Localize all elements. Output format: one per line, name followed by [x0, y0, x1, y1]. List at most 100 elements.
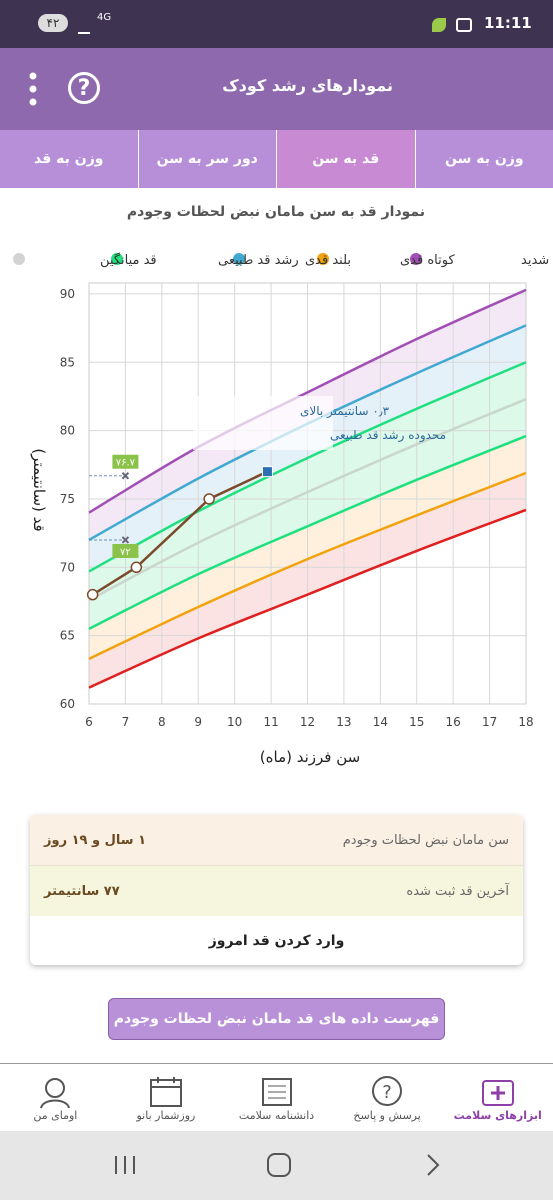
x-tick-label: 7	[122, 715, 130, 729]
x-tick-label: 14	[373, 715, 388, 729]
legend-label: قد میانگین	[100, 252, 157, 268]
legend-label: رشد قد طبیعی	[218, 253, 299, 268]
y-tick-label: 75	[60, 492, 75, 506]
nav-icon	[149, 1077, 182, 1107]
nav-icon	[261, 1078, 292, 1106]
annotation: محدوده رشد قد طبیعی	[330, 428, 446, 443]
growth-curve	[88, 471, 527, 661]
info-row: آخرین قد ثبت شده ۷۷ سانتیمتر	[30, 865, 523, 916]
chart-title: نمودار قد به سن مامان نبض لحظات وجودم	[127, 204, 425, 220]
marker-tag	[112, 454, 139, 469]
app-header: نمودارهای رشد کودک ?	[0, 48, 553, 130]
marker-cross	[121, 472, 130, 480]
info-label: آخرین قد ثبت شده	[406, 883, 509, 899]
nav-item[interactable]: دانشنامه سلامت	[221, 1064, 332, 1132]
growth-curve	[88, 434, 527, 630]
y-tick-label: 80	[60, 424, 75, 438]
tab-bar: وزن به سن قد به سن دور سر به سن وزن به ق…	[0, 130, 553, 188]
nav-label: روزشمار بانو	[136, 1109, 196, 1122]
child-point-latest	[261, 466, 273, 478]
annotation-box	[193, 396, 333, 450]
y-tick-label: 60	[60, 697, 75, 711]
tab[interactable]: دور سر به سن	[137, 130, 277, 188]
plot-frame	[88, 282, 527, 705]
nav-item[interactable]: ? پرسش و پاسخ	[332, 1064, 443, 1132]
info-value: ۷۷ سانتیمتر	[44, 883, 120, 899]
legend-label: بلند قدی	[305, 253, 351, 268]
x-tick-label: 11	[263, 715, 278, 729]
network: 4G	[97, 12, 112, 23]
child-line	[91, 470, 268, 596]
x-axis-label: سن فرزند (ماه)	[260, 748, 360, 766]
enter-height-button[interactable]: وارد کردن قد امروز	[30, 916, 523, 965]
nav-icon: ?	[372, 1076, 403, 1106]
legend-label: کوتاه قدی	[400, 253, 455, 268]
x-tick-label: 18	[518, 715, 533, 729]
x-tick-label: 12	[300, 715, 315, 729]
y-tick-label: 85	[60, 355, 75, 369]
nav-icon	[481, 1080, 514, 1106]
growth-curve	[88, 361, 527, 573]
help-button[interactable]: ?	[68, 72, 100, 104]
tab-selected[interactable]: قد به سن	[276, 130, 415, 188]
nav-label: اومای من	[33, 1109, 78, 1122]
marker-label: ۷۶.۷	[116, 458, 136, 469]
x-tick-label: 15	[409, 715, 424, 729]
signal	[78, 20, 90, 34]
system-nav	[0, 1131, 553, 1200]
nav-item[interactable]: اومای من	[0, 1064, 111, 1132]
tab[interactable]: وزن به سن	[414, 130, 553, 188]
y-tick-label: 65	[60, 629, 75, 643]
header-title: نمودارهای رشد کودک	[222, 76, 393, 95]
x-tick-label: 8	[158, 715, 166, 729]
list-button[interactable]: فهرست داده های قد مامان نبض لحظات وجودم	[108, 998, 445, 1040]
growth-curve	[88, 398, 527, 602]
legend-swatch	[111, 253, 123, 265]
x-tick-label: 17	[482, 715, 497, 729]
status-bar: ۴۲ 4G 11:11	[0, 0, 553, 48]
bottom-nav: ابزارهای سلامت ? پرسش و پاسخ دانشنامه سلا…	[0, 1063, 553, 1132]
legend-label: بلند قدی شدید	[521, 253, 553, 268]
nav-label: پرسش و پاسخ	[353, 1109, 421, 1122]
legend-swatch	[13, 253, 25, 265]
nav-item[interactable]: روزشمار بانو	[111, 1064, 222, 1132]
child-point	[86, 588, 99, 601]
child-point	[130, 561, 143, 574]
x-tick-label: 10	[227, 715, 242, 729]
y-tick-label: 90	[60, 287, 75, 301]
info-card: سن مامان نبض لحظات وجودم ۱ سال و ۱۹ روز آ…	[30, 815, 523, 965]
growth-curve	[88, 288, 527, 514]
nav-label: دانشنامه سلامت	[238, 1109, 315, 1122]
legend-swatch	[317, 253, 329, 265]
marker-tag	[112, 543, 139, 558]
legend-swatch	[410, 253, 422, 265]
y-axis-label: قد (سانتیمتر)	[30, 448, 48, 531]
marker-label: ۷۲	[120, 547, 131, 558]
x-tick-label: 6	[85, 715, 93, 729]
x-tick-label: 9	[194, 715, 202, 729]
system-buttons	[115, 1153, 440, 1177]
y-tick-label: 70	[60, 560, 75, 574]
x-tick-label: 16	[446, 715, 461, 729]
tab[interactable]: وزن به قد	[34, 151, 104, 167]
growth-curve	[88, 508, 527, 689]
app-icon	[432, 18, 446, 32]
nav-item[interactable]: ابزارهای سلامت	[442, 1064, 553, 1132]
info-value: ۱ سال و ۱۹ روز	[44, 832, 146, 848]
info-row: سن مامان نبض لحظات وجودم ۱ سال و ۱۹ روز	[30, 815, 523, 865]
clock: 11:11	[484, 14, 532, 32]
nav-icon	[40, 1078, 71, 1109]
legend-swatch	[233, 253, 245, 265]
info-label: سن مامان نبض لحظات وجودم	[342, 832, 509, 848]
svg-text:?: ?	[382, 1082, 392, 1103]
chart: نمودار قد به سن مامان نبض لحظات وجودم بل…	[13, 204, 553, 766]
x-tick-label: 13	[336, 715, 351, 729]
marker-cross	[121, 536, 130, 544]
child-point	[203, 493, 215, 505]
battery: ۴۲	[38, 14, 68, 32]
annotation: ۰٫۳ سانتیمتر بالای	[300, 404, 390, 419]
nav-label: ابزارهای سلامت	[453, 1109, 542, 1122]
menu-button[interactable]	[28, 72, 38, 108]
status-icon	[456, 18, 472, 32]
